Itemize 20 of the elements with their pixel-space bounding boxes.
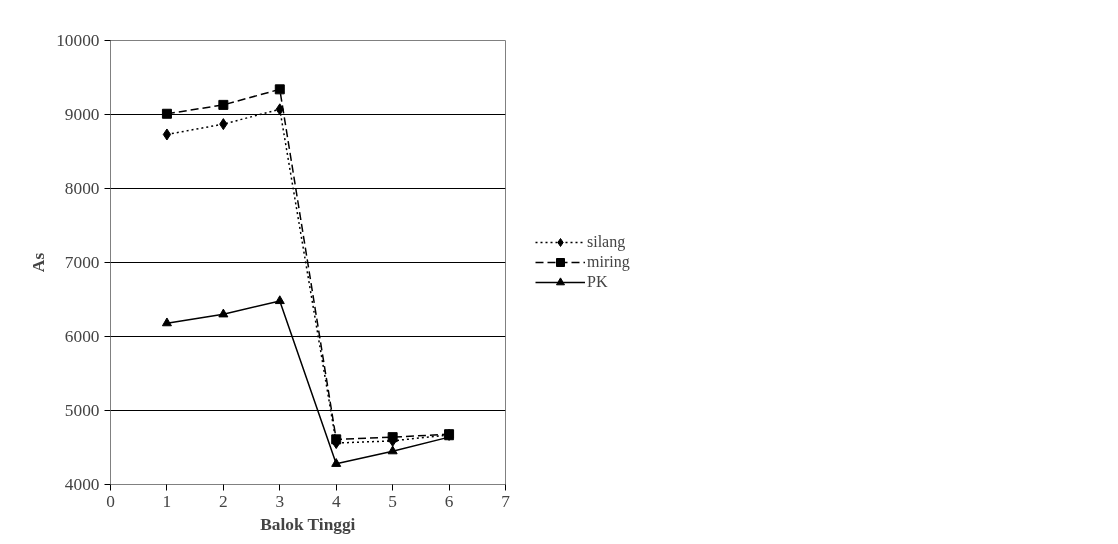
y-tick-label: 4000 bbox=[64, 475, 100, 494]
legend-label: PK bbox=[587, 273, 608, 291]
y-tick-label: 5000 bbox=[64, 401, 100, 420]
y-tick-label: 6000 bbox=[64, 327, 100, 346]
x-tick-label: 0 bbox=[106, 491, 115, 511]
x-tick-label: 7 bbox=[501, 491, 511, 511]
x-tick-label: 5 bbox=[388, 491, 397, 511]
y-tick-label: 7000 bbox=[64, 253, 100, 272]
x-tick-label: 6 bbox=[444, 491, 454, 511]
y-tick-label: 9000 bbox=[64, 105, 100, 124]
x-axis-title: Balok Tinggi bbox=[260, 514, 356, 534]
y-tick-label: 10000 bbox=[56, 31, 100, 50]
legend-label: miring bbox=[587, 253, 630, 271]
x-tick-label: 1 bbox=[162, 491, 172, 511]
x-tick-label: 2 bbox=[219, 491, 228, 511]
y-axis-title: As bbox=[29, 252, 49, 273]
legend-label: silang bbox=[587, 233, 626, 251]
y-tick-label: 8000 bbox=[64, 179, 100, 198]
x-tick-label: 4 bbox=[331, 491, 341, 511]
x-tick-label: 3 bbox=[275, 491, 285, 511]
